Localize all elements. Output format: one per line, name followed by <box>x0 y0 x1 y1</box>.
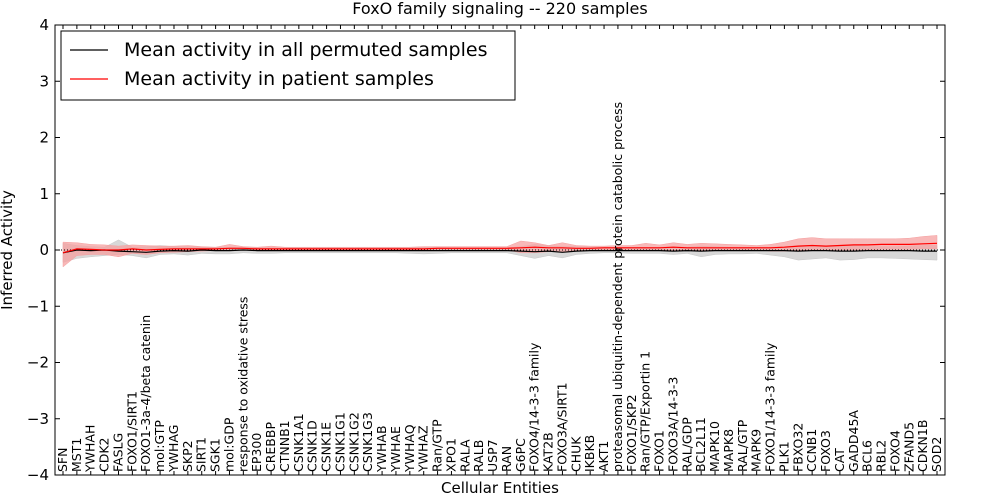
x-tick-label: USP7 <box>485 439 500 472</box>
line-permuted <box>62 249 937 254</box>
y-tick-label: 1 <box>39 185 49 203</box>
x-tick-label: CAT <box>832 448 847 472</box>
x-tick-label: CSNK1A1 <box>291 413 306 472</box>
x-tick-label: GADD45A <box>846 410 861 472</box>
x-tick-label: FBXO32 <box>790 423 805 472</box>
legend-box <box>60 30 516 101</box>
x-tick-label: FOXO1 <box>652 430 667 472</box>
y-tick-label: 0 <box>39 241 49 259</box>
x-tick-label: mol:GTP <box>152 420 167 472</box>
series-lines <box>62 242 938 254</box>
x-tick-label: CDK2 <box>97 437 112 472</box>
x-tick-label: SIRT1 <box>194 437 209 472</box>
x-tick-label: RAL/GTP <box>735 419 750 472</box>
x-tick-label: CSNK1G2 <box>346 412 361 472</box>
x-tick-label: CSNK1G3 <box>360 412 375 472</box>
x-tick-label: SFN <box>55 448 70 472</box>
x-tick-label: CSNK1G1 <box>333 412 348 472</box>
x-tick-label: FOXO1/SIRT1 <box>124 391 139 472</box>
legend-label-permuted: Mean activity in all permuted samples <box>124 39 487 61</box>
x-tick-label: MST1 <box>69 438 84 472</box>
x-tick-label: CHUK <box>568 436 583 472</box>
x-tick-label: FOXO4 <box>887 430 902 472</box>
x-tick-label: CSNK1E <box>319 422 334 472</box>
x-tick-label: FOXO3 <box>818 430 833 472</box>
x-tick-label: CTNNB1 <box>277 420 292 472</box>
y-tick-label: −1 <box>27 297 49 315</box>
x-tick-label: YWHAB <box>374 425 389 473</box>
x-tick-label: YWHAQ <box>402 424 417 473</box>
x-tick-label: Ran/GTP <box>430 419 445 472</box>
x-tick-label: RALA <box>457 439 472 472</box>
x-tick-label: IKBKB <box>582 435 597 472</box>
plot-area-frame <box>54 24 946 476</box>
x-tick-label: FASLG <box>111 433 126 472</box>
y-axis-label: Inferred Activity <box>0 190 16 310</box>
x-tick-label: ZFAND5 <box>901 422 916 472</box>
x-tick-label: SOD2 <box>929 437 944 472</box>
x-tick-label: FOXO1-3a-4/beta catenin <box>138 315 153 472</box>
x-tick-label: XPO1 <box>443 438 458 472</box>
x-tick-label: CDKN1B <box>915 420 930 472</box>
y-tick-label: −2 <box>27 354 49 372</box>
y-axis-ticks: −4 −3 −2 −1 0 1 2 3 4 <box>27 16 945 484</box>
x-tick-label: RALB <box>471 440 486 472</box>
y-tick-label: 3 <box>39 72 49 90</box>
x-tick-label: mol:GDP <box>222 417 237 472</box>
y-tick-label: −4 <box>27 466 49 484</box>
y-tick-label: 2 <box>39 129 49 147</box>
x-axis-ticks: SFNMST1YWHAHCDK2FASLGFOXO1/SIRT1FOXO1-3a… <box>55 25 944 475</box>
x-tick-label: FOXO3A/14-3-3 <box>665 377 680 472</box>
x-tick-label: RAN <box>499 446 514 472</box>
x-axis-label: Cellular Entities <box>441 479 559 497</box>
y-tick-label: 4 <box>39 16 49 34</box>
x-tick-label: YWHAE <box>388 426 403 473</box>
x-tick-label: KAT2B <box>541 432 556 472</box>
x-tick-label: EP300 <box>249 433 264 472</box>
x-tick-label: YWHAZ <box>416 425 431 473</box>
x-tick-label: FOXO1/14-3-3 family <box>763 342 778 472</box>
x-tick-label: CREBBP <box>263 422 278 472</box>
x-tick-label: YWHAH <box>83 425 98 473</box>
y-tick-label: −3 <box>27 410 49 428</box>
x-tick-label: MAPK9 <box>749 429 764 472</box>
x-tick-label: AKT1 <box>596 441 611 472</box>
x-tick-label: CSNK1D <box>305 420 320 472</box>
x-tick-label: PLK1 <box>776 441 791 472</box>
x-tick-label: BCL6 <box>860 440 875 472</box>
x-tick-label: FOXO1/SKP2 <box>624 394 639 472</box>
x-tick-label: RAL/GDP <box>679 417 694 472</box>
x-tick-label: FOXO4/14-3-3 family <box>527 342 542 472</box>
x-tick-label: proteasomal ubiquitin-dependent protein … <box>610 102 625 472</box>
x-tick-label: response to oxidative stress <box>235 297 250 472</box>
line-patient <box>62 242 938 254</box>
x-tick-label: CCNB1 <box>804 429 819 472</box>
x-tick-label: SKP2 <box>180 440 195 472</box>
x-tick-label: MAPK8 <box>721 429 736 472</box>
x-tick-label: MAPK10 <box>707 421 722 472</box>
x-tick-label: SGK1 <box>208 438 223 472</box>
legend-label-patient: Mean activity in patient samples <box>124 68 434 90</box>
x-tick-label: BCL2L11 <box>693 417 708 472</box>
x-tick-label: Ran/GTP/Exportin 1 <box>638 351 653 472</box>
x-tick-label: RBL2 <box>874 440 889 472</box>
legend: Mean activity in all permuted samples Me… <box>60 30 516 101</box>
chart-title: FoxO family signaling -- 220 samples <box>352 0 647 18</box>
x-tick-label: YWHAG <box>166 425 181 473</box>
x-tick-label: G6PC <box>513 438 528 472</box>
x-tick-label: FOXO3A/SIRT1 <box>554 382 569 472</box>
